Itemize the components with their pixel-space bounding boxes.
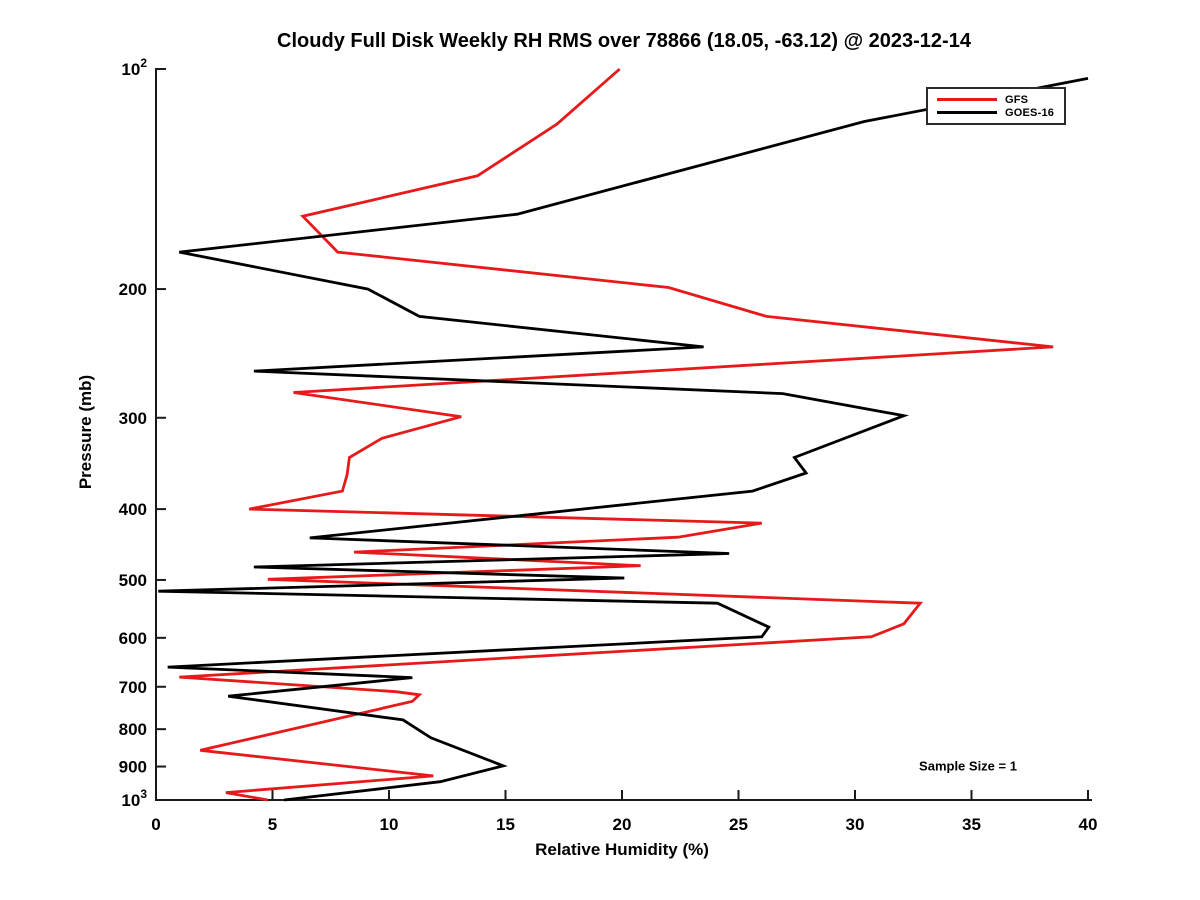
x-tick-label: 10 <box>380 815 399 834</box>
y-tick-label: 400 <box>119 500 147 519</box>
x-tick-label: 5 <box>268 815 277 834</box>
y-axis-label: Pressure (mb) <box>76 374 95 490</box>
y-tick-label: 102 <box>121 56 147 79</box>
y-tick-label: 200 <box>119 280 147 299</box>
chart-title: Cloudy Full Disk Weekly RH RMS over 7886… <box>277 30 971 52</box>
x-tick-label: 20 <box>613 815 632 834</box>
y-tick-label: 800 <box>119 720 147 739</box>
y-tick-label: 600 <box>119 629 147 648</box>
legend-entry-goes16: GOES-16 <box>937 106 1056 119</box>
x-tick-label: 25 <box>729 815 748 834</box>
y-tick-label: 300 <box>119 409 147 428</box>
y-tick-label: 500 <box>119 571 147 590</box>
series-line-gfs <box>179 67 1054 802</box>
sample-size-annotation: Sample Size = 1 <box>919 758 1017 774</box>
x-tick-label: 15 <box>496 815 515 834</box>
legend: GFS GOES-16 <box>926 87 1066 125</box>
x-tick-label: 35 <box>962 815 981 834</box>
legend-label-gfs: GFS <box>1005 93 1029 106</box>
x-tick-label: 30 <box>846 815 865 834</box>
goes16-line-swatch <box>937 111 997 114</box>
x-tick-label: 0 <box>151 815 160 834</box>
x-tick-label: 40 <box>1079 815 1098 834</box>
y-tick-label: 700 <box>119 678 147 697</box>
legend-entry-gfs: GFS <box>937 93 1056 106</box>
legend-label-goes16: GOES-16 <box>1005 106 1055 119</box>
series-line-goes-16 <box>158 77 1089 802</box>
gfs-line-swatch <box>937 98 997 101</box>
y-tick-label: 103 <box>121 787 147 810</box>
y-tick-label: 900 <box>119 758 147 777</box>
x-axis-label: Relative Humidity (%) <box>535 840 709 859</box>
